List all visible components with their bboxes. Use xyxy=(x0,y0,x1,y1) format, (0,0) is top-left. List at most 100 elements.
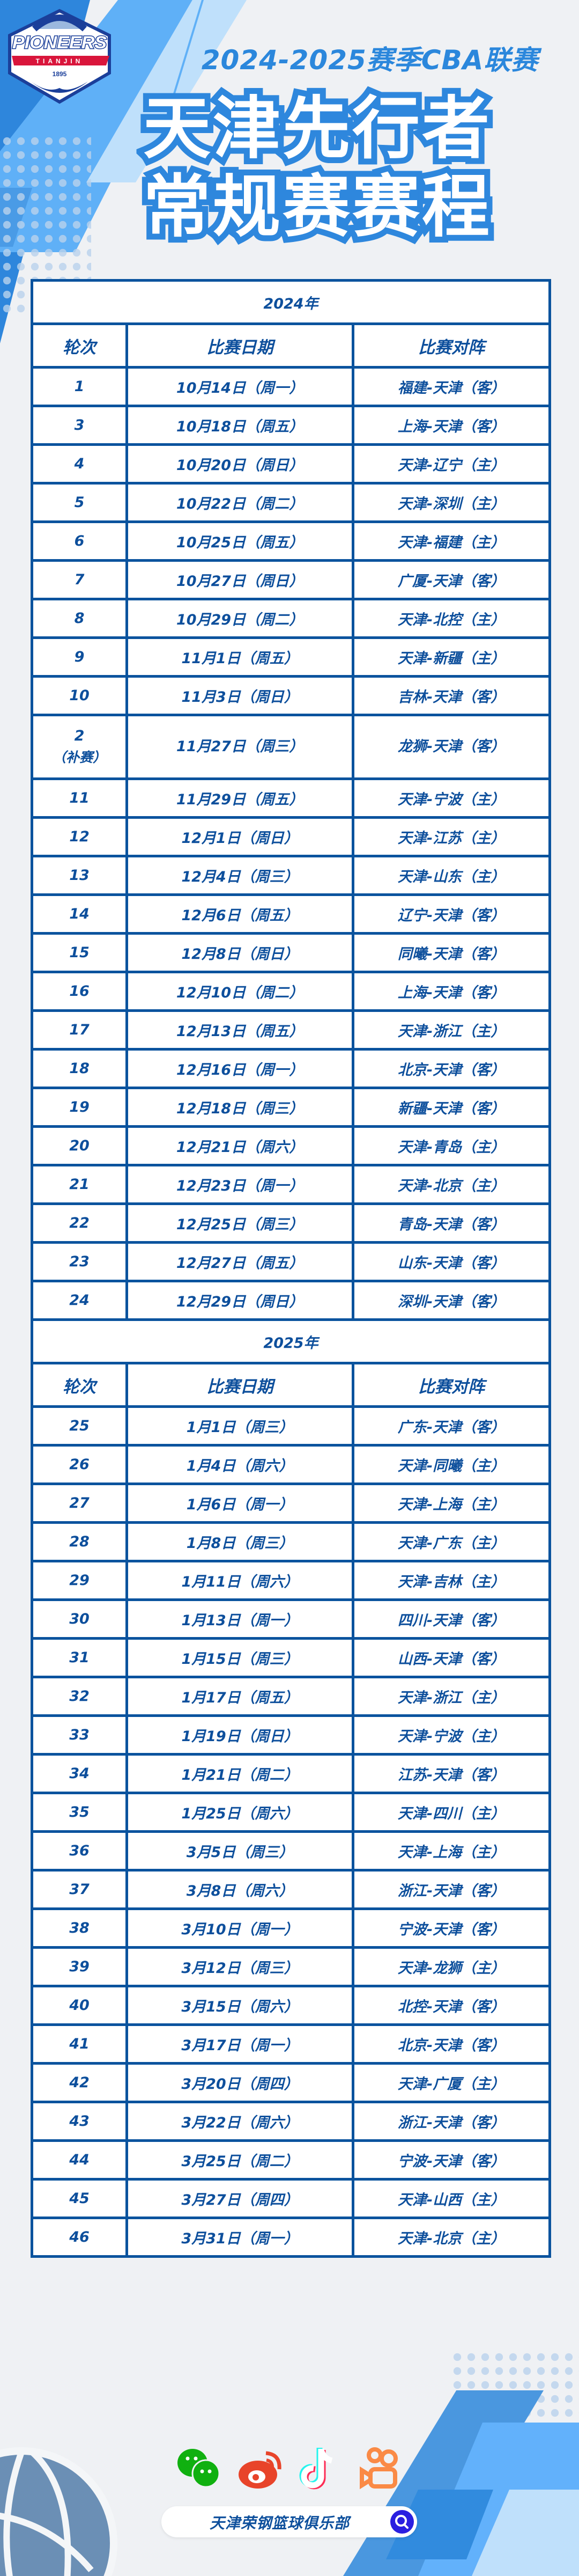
round-number: 2 xyxy=(74,728,85,744)
page-title-line1: 天津先行者 xyxy=(137,85,495,172)
round-cell: 15 xyxy=(31,932,128,973)
search-icon xyxy=(395,2515,409,2529)
date-cell: 3月27日（周四） xyxy=(125,2178,354,2219)
matchup-cell-away: 广厦-天津（客） xyxy=(352,559,551,600)
round-cell: 41 xyxy=(31,2023,128,2065)
table-row: 24 12月29日（周日） 深圳-天津（客） xyxy=(31,1280,551,1321)
round-number: 46 xyxy=(69,2229,90,2245)
round-cell: 4 xyxy=(31,443,128,485)
date-cell: 1月17日（周五） xyxy=(125,1676,354,1717)
matchup-cell-home: 天津-龙狮（主） xyxy=(352,1946,551,1987)
svg-text:PIONEERS: PIONEERS xyxy=(12,33,107,52)
round-number: 39 xyxy=(69,1958,90,1975)
date-cell: 3月10日（周一） xyxy=(125,1907,354,1949)
matchup-cell-away: 深圳-天津（客） xyxy=(352,1280,551,1321)
round-number: 19 xyxy=(69,1099,90,1115)
round-cell: 46 xyxy=(31,2217,128,2258)
round-number: 15 xyxy=(69,944,90,961)
matchup-cell-home: 天津-吉林（主） xyxy=(352,1560,551,1601)
page-title-line2: 常规赛赛程 xyxy=(137,164,495,251)
matchup-cell-away: 浙江-天津（客） xyxy=(352,1869,551,1910)
round-cell: 20 xyxy=(31,1125,128,1166)
date-cell: 10月25日（周五） xyxy=(125,520,354,562)
year-heading: 2024年 xyxy=(31,279,551,325)
round-number: 13 xyxy=(69,867,90,884)
round-number: 7 xyxy=(74,571,85,588)
matchup-cell-away: 宁波-天津（客） xyxy=(352,2139,551,2181)
search-bar[interactable]: 天津荣钢篮球俱乐部 xyxy=(161,2506,417,2537)
table-row: 37 3月8日（周六） 浙江-天津（客） xyxy=(31,1869,551,1910)
round-number: 10 xyxy=(69,687,90,704)
schedule-table: 2024年 轮次 比赛日期 比赛对阵 1 10月14日（周一） 福建-天津（客） 3 10月18… xyxy=(31,279,551,2258)
date-cell: 12月8日（周日） xyxy=(125,932,354,973)
date-cell: 10月22日（周二） xyxy=(125,482,354,523)
round-cell: 7 xyxy=(31,559,128,600)
round-cell: 31 xyxy=(31,1637,128,1678)
date-cell: 3月15日（周六） xyxy=(125,1985,354,2026)
season-title: 2024-2025赛季CBA联赛 xyxy=(201,45,539,76)
round-cell: 10 xyxy=(31,675,128,716)
table-row: 41 3月17日（周一） 北京-天津（客） xyxy=(31,2023,551,2065)
date-cell: 3月12日（周三） xyxy=(125,1946,354,1987)
wechat-icon[interactable] xyxy=(175,2447,221,2490)
round-number: 24 xyxy=(69,1292,90,1309)
date-cell: 3月5日（周三） xyxy=(125,1830,354,1872)
date-cell: 1月13日（周一） xyxy=(125,1598,354,1640)
table-row: 2 （补赛） 11月27日（周三） 龙狮-天津（客） xyxy=(31,714,551,780)
svg-text:TIANJIN: TIANJIN xyxy=(36,57,84,65)
round-number: 38 xyxy=(69,1920,90,1936)
weibo-icon[interactable] xyxy=(236,2447,283,2490)
round-number: 41 xyxy=(69,2036,90,2052)
round-cell: 5 xyxy=(31,482,128,523)
round-number: 14 xyxy=(69,906,90,922)
round-number: 45 xyxy=(69,2190,90,2207)
date-cell: 3月8日（周六） xyxy=(125,1869,354,1910)
date-cell: 1月25日（周六） xyxy=(125,1792,354,1833)
table-row: 39 3月12日（周三） 天津-龙狮（主） xyxy=(31,1946,551,1987)
round-cell: 27 xyxy=(31,1483,128,1524)
round-number: 44 xyxy=(69,2152,90,2168)
table-row: 17 12月13日（周五） 天津-浙江（主） xyxy=(31,1009,551,1051)
round-number: 5 xyxy=(74,494,85,511)
round-note: （补赛） xyxy=(52,750,106,765)
round-number: 34 xyxy=(69,1765,90,1782)
round-number: 23 xyxy=(69,1253,90,1270)
table-row: 9 11月1日（周五） 天津-新疆（主） xyxy=(31,636,551,678)
round-number: 36 xyxy=(69,1843,90,1859)
matchup-cell-away: 北控-天津（客） xyxy=(352,1985,551,2026)
table-row: 19 12月18日（周三） 新疆-天津（客） xyxy=(31,1087,551,1128)
date-cell: 1月15日（周三） xyxy=(125,1637,354,1678)
kuaishou-icon[interactable] xyxy=(359,2447,405,2490)
round-number: 4 xyxy=(74,456,85,472)
table-row: 6 10月25日（周五） 天津-福建（主） xyxy=(31,520,551,562)
table-row: 12 12月1日（周日） 天津-江苏（主） xyxy=(31,816,551,857)
year-row: 2024年 xyxy=(31,279,551,325)
date-cell: 12月10日（周二） xyxy=(125,971,354,1012)
round-number: 28 xyxy=(69,1533,90,1550)
search-button[interactable] xyxy=(390,2510,414,2534)
date-cell: 12月16日（周一） xyxy=(125,1048,354,1089)
table-row: 20 12月21日（周六） 天津-青岛（主） xyxy=(31,1125,551,1166)
table-row: 28 1月8日（周三） 天津-广东（主） xyxy=(31,1521,551,1562)
matchup-cell-home: 天津-宁波（主） xyxy=(352,777,551,819)
matchup-cell-away: 吉林-天津（客） xyxy=(352,675,551,716)
round-cell: 14 xyxy=(31,893,128,935)
table-row: 15 12月8日（周日） 同曦-天津（客） xyxy=(31,932,551,973)
matchup-cell-home: 天津-山西（主） xyxy=(352,2178,551,2219)
matchup-cell-home: 天津-同曦（主） xyxy=(352,1444,551,1485)
matchup-cell-away: 上海-天津（客） xyxy=(352,405,551,446)
date-cell: 11月29日（周五） xyxy=(125,777,354,819)
round-number: 22 xyxy=(69,1215,90,1231)
douyin-icon[interactable] xyxy=(298,2447,344,2490)
search-text: 天津荣钢篮球俱乐部 xyxy=(210,2514,350,2532)
table-row: 33 1月19日（周日） 天津-宁波（主） xyxy=(31,1714,551,1756)
matchup-cell-home: 天津-江苏（主） xyxy=(352,816,551,857)
round-number: 6 xyxy=(74,533,85,549)
matchup-cell-home: 天津-上海（主） xyxy=(352,1830,551,1872)
round-cell: 40 xyxy=(31,1985,128,2026)
table-row: 42 3月20日（周四） 天津-广厦（主） xyxy=(31,2062,551,2103)
table-row: 25 1月1日（周三） 广东-天津（客） xyxy=(31,1405,551,1447)
date-cell: 12月13日（周五） xyxy=(125,1009,354,1051)
matchup-cell-home: 天津-四川（主） xyxy=(352,1792,551,1833)
round-cell: 25 xyxy=(31,1405,128,1447)
